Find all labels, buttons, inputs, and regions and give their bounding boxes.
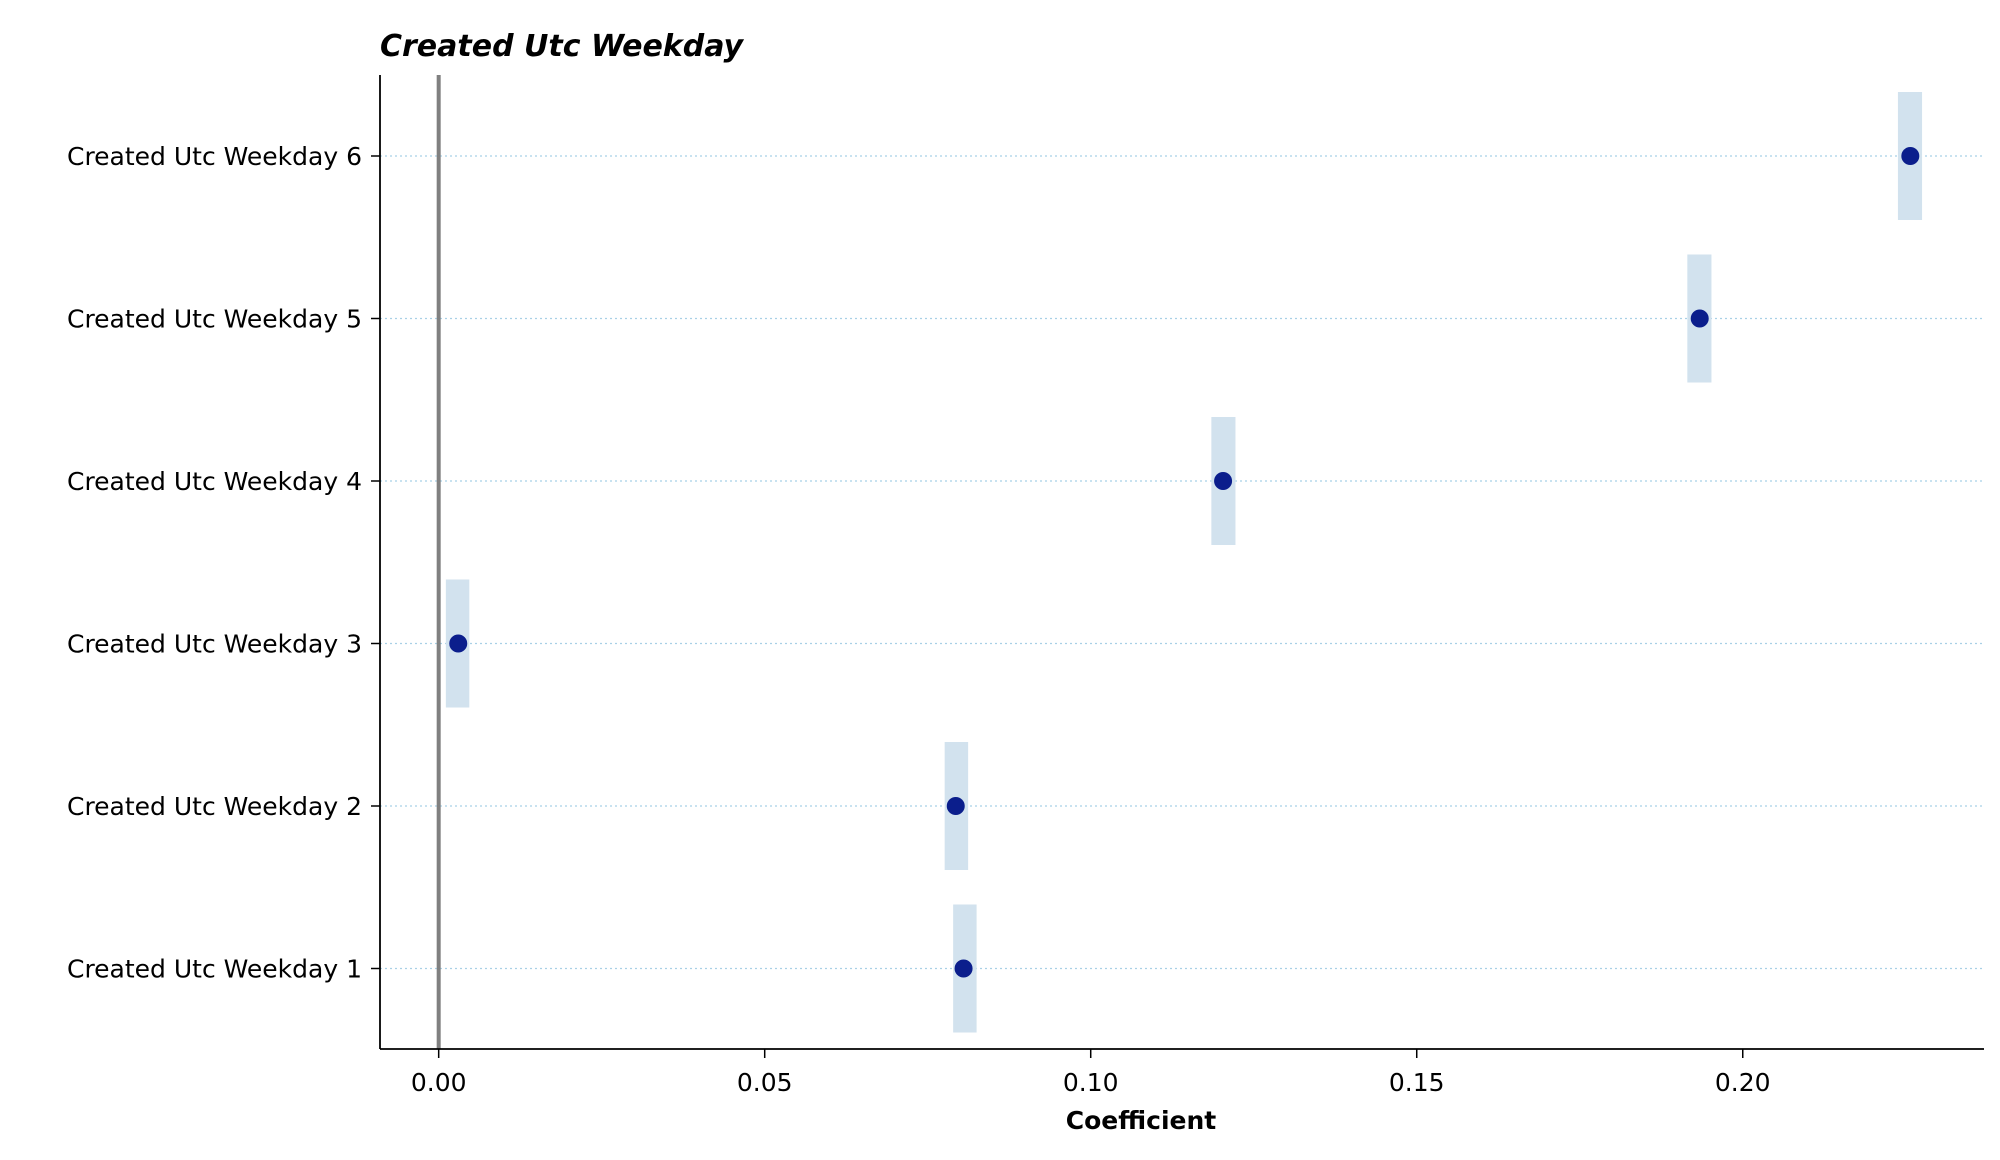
coefficient-point (1901, 147, 1920, 165)
x-tick-label: 0.20 (1715, 1068, 1771, 1097)
x-axis-ticks: 0.00 0.05 0.10 0.15 0.20 (411, 1049, 1771, 1097)
coefficient-point (1690, 309, 1709, 328)
x-tick-label: 0.10 (1063, 1068, 1119, 1097)
x-tick-label: 0.05 (737, 1068, 793, 1097)
coefficient-point (449, 634, 468, 653)
coefficient-point (946, 797, 965, 815)
coefficient-points (449, 147, 1920, 978)
y-tick-label: Created Utc Weekday 3 (67, 630, 362, 659)
coefficient-point (1214, 472, 1233, 490)
y-tick-label: Created Utc Weekday 6 (67, 142, 362, 171)
confidence-intervals (445, 92, 1923, 1033)
x-tick-label: 0.15 (1389, 1068, 1445, 1097)
y-tick-label: Created Utc Weekday 4 (67, 467, 362, 496)
x-tick-label: 0.00 (411, 1068, 467, 1097)
chart-title: Created Utc Weekday (380, 29, 745, 64)
y-axis-ticks: Created Utc Weekday 1 Created Utc Weekday… (67, 142, 380, 984)
x-axis-label: Coefficient (1066, 1106, 1217, 1135)
y-tick-label: Created Utc Weekday 2 (67, 792, 362, 821)
coefficient-point (954, 959, 973, 978)
y-tick-label: Created Utc Weekday 1 (67, 955, 362, 984)
grid-lines (380, 155, 1984, 970)
y-tick-label: Created Utc Weekday 5 (67, 305, 362, 334)
